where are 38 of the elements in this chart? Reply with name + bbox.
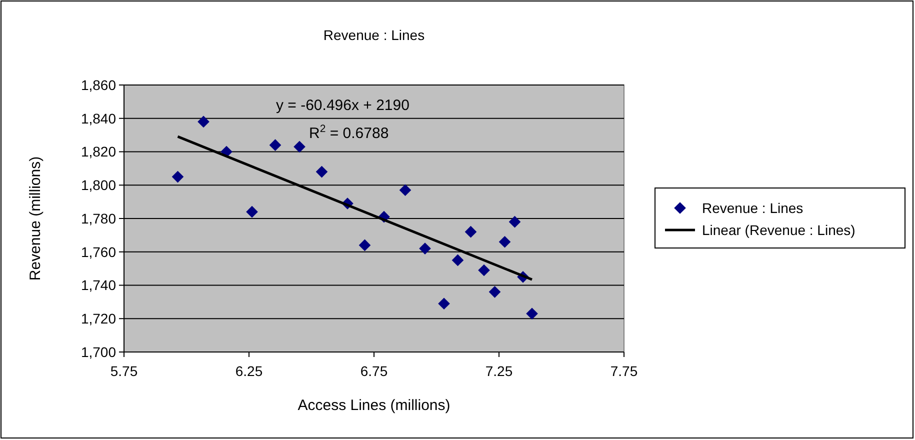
point (464, 226, 477, 238)
point (419, 242, 431, 254)
x-tick-label: 7.25 (485, 363, 513, 379)
point (508, 216, 521, 228)
y-tick-label: 1,860 (80, 76, 116, 93)
legend-label: Linear (Revenue : Lines) (702, 222, 856, 238)
point (198, 116, 210, 128)
point (399, 184, 412, 196)
point (438, 298, 450, 310)
x-tick-label: 7.75 (610, 363, 638, 379)
y-tick-label: 1,740 (80, 277, 116, 294)
point (269, 139, 282, 151)
y-tick-label: 1,720 (80, 310, 116, 327)
y-tick-label: 1,820 (80, 144, 116, 160)
y-tick-label: 1,780 (80, 210, 116, 226)
annotation: y = -60.496x + 2190 (276, 97, 410, 114)
point (452, 254, 464, 266)
y-tick-label: 1,840 (80, 110, 116, 126)
point (294, 140, 306, 153)
point (498, 236, 511, 248)
y-tick-label: 1,800 (80, 177, 116, 194)
annotation: R$^{2}$ = 0.6788 (309, 123, 389, 142)
x-tick-label: 5.75 (110, 363, 138, 379)
chart-title: Revenue : Lines (323, 27, 425, 43)
point (526, 308, 538, 320)
x-axis-title: Access Lines (millions) (298, 397, 450, 414)
point (358, 239, 371, 252)
y-axis-title: Revenue (millions) (27, 156, 44, 281)
y-tick-label: 1,760 (80, 244, 116, 260)
legend-label: Revenue : Lines (702, 200, 804, 216)
point (172, 170, 184, 183)
x-tick-label: 6.75 (360, 363, 388, 379)
point (488, 286, 501, 298)
point (316, 166, 328, 178)
y-tick-label: 1,700 (80, 344, 116, 360)
point (478, 264, 490, 276)
point (246, 206, 258, 218)
x-tick-label: 6.25 (235, 363, 263, 379)
